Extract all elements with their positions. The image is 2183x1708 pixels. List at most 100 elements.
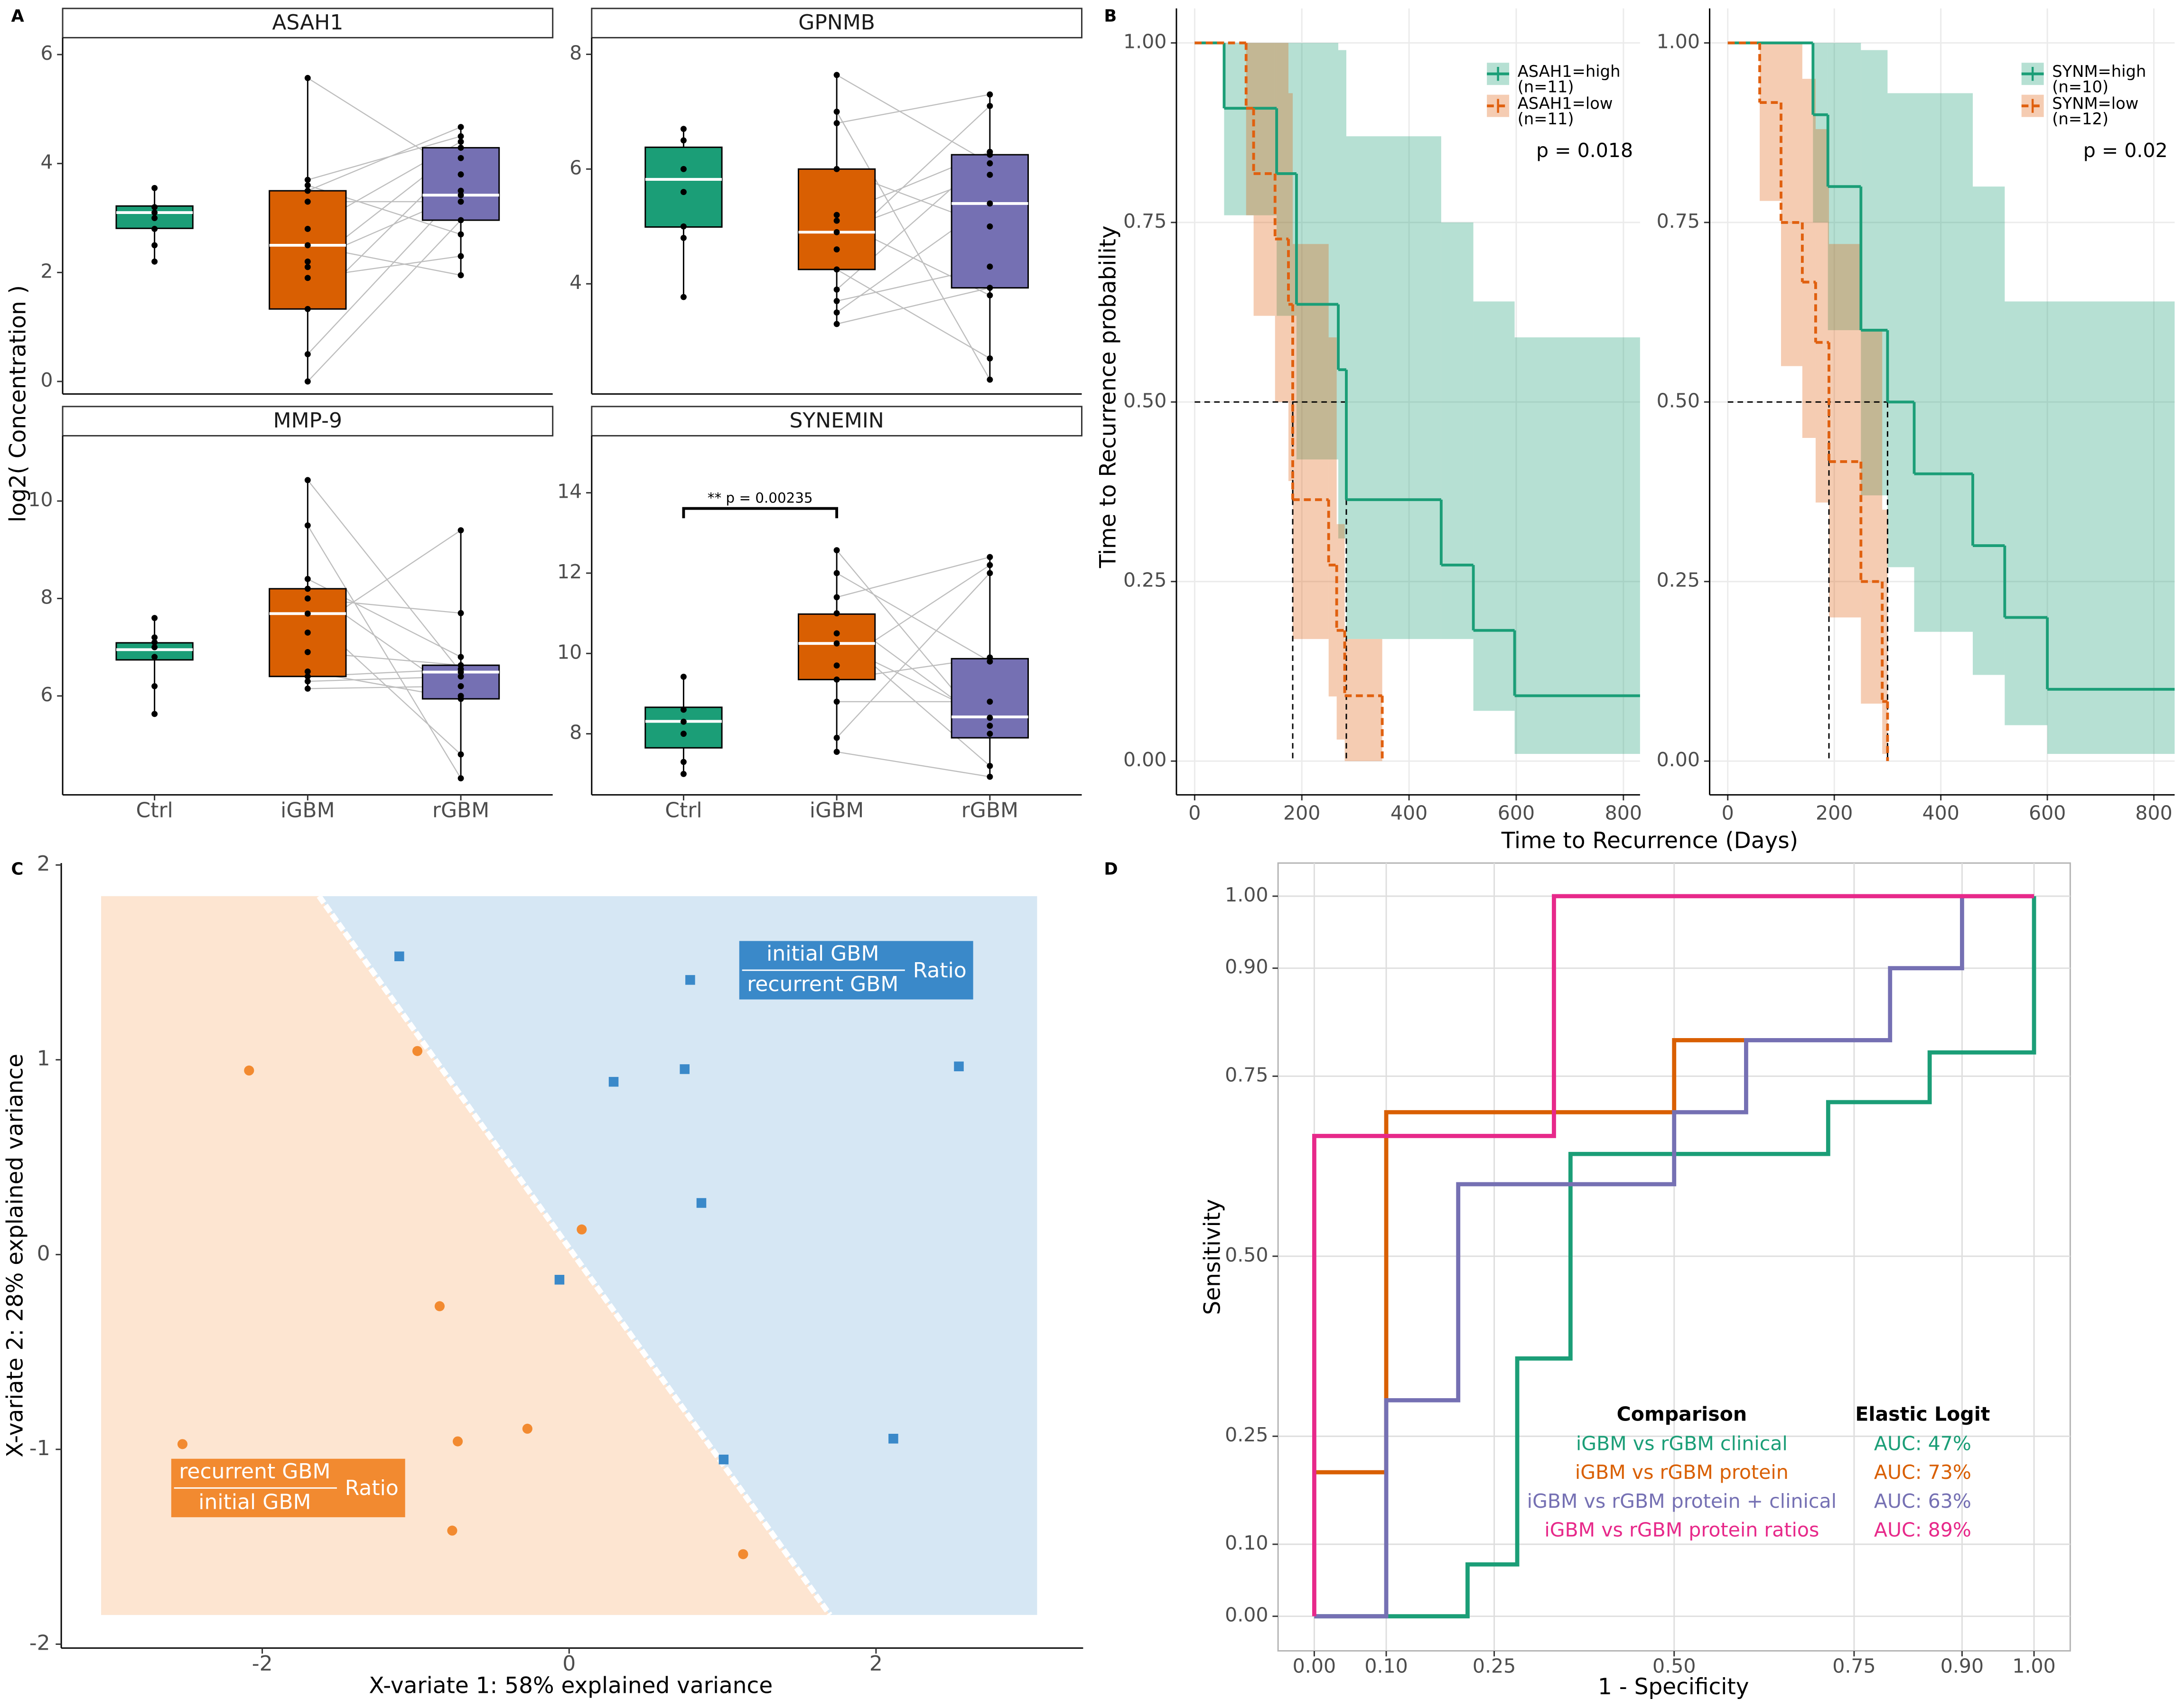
point — [151, 615, 158, 621]
x-tick-label: 2 — [869, 1652, 883, 1676]
point — [987, 762, 993, 769]
decision-boundary — [317, 894, 832, 1617]
point — [833, 734, 840, 741]
pair-line — [307, 480, 461, 673]
point — [577, 1224, 587, 1235]
point — [457, 171, 464, 178]
strip — [62, 8, 554, 38]
ci-band — [1973, 186, 2005, 675]
box — [644, 706, 723, 749]
point — [987, 102, 993, 109]
point — [987, 698, 993, 705]
y-tick-label: -1 — [29, 1436, 50, 1460]
point — [304, 258, 311, 265]
y-tick-label: 0.10 — [1225, 1532, 1268, 1554]
x-tick-label: 0.25 — [1473, 1655, 1516, 1678]
y-axis-title: log2( Concentration ) — [5, 285, 31, 522]
point — [457, 683, 464, 689]
y-tick-label: 0.00 — [1225, 1604, 1268, 1626]
point — [987, 200, 993, 207]
ci-band — [1246, 43, 1254, 215]
point — [457, 253, 464, 260]
legend-auc: AUC: 63% — [1874, 1490, 1971, 1513]
ci-band — [1328, 337, 1337, 696]
point — [457, 231, 464, 238]
point — [151, 644, 158, 650]
x-tick-label: iGBM — [280, 798, 335, 823]
point — [833, 72, 840, 78]
point — [833, 662, 840, 669]
panel-letter: B — [1104, 6, 1117, 26]
point — [680, 126, 687, 132]
ci-band — [1441, 222, 1474, 639]
y-tick-label: 0.50 — [1225, 1244, 1268, 1266]
x-tick-label: 0 — [1722, 801, 1734, 824]
ci-band — [1861, 330, 1883, 704]
strip-title: GPNMB — [798, 10, 875, 35]
point — [522, 1423, 532, 1434]
legend-auc: AUC: 73% — [1874, 1461, 1971, 1484]
point — [680, 770, 687, 777]
y-tick-label: 0.75 — [1657, 210, 1700, 232]
point — [457, 751, 464, 758]
pair-line — [836, 572, 990, 662]
y-tick-label: 4 — [40, 151, 53, 174]
x-tick-label: -2 — [252, 1652, 273, 1676]
point — [680, 673, 687, 680]
point — [244, 1065, 254, 1076]
strip-title: MMP-9 — [273, 408, 342, 433]
point — [452, 1436, 463, 1447]
y-tick-label: 0.90 — [1225, 956, 1268, 978]
sig-bracket — [682, 507, 839, 519]
point — [833, 246, 840, 253]
ratio-denominator: recurrent GBM — [747, 972, 898, 996]
point — [457, 155, 464, 161]
point — [304, 378, 311, 385]
x-tick-label: 800 — [2135, 801, 2172, 824]
y-tick-label: 6 — [569, 156, 582, 179]
point — [833, 108, 840, 115]
point — [987, 91, 993, 98]
point — [151, 209, 158, 216]
point — [304, 585, 311, 592]
point — [304, 649, 311, 655]
point — [304, 629, 311, 636]
y-tick-label: 8 — [569, 41, 582, 64]
y-axis-title: X-variate 2: 28% explained variance — [2, 1054, 28, 1457]
point — [680, 731, 687, 737]
point — [833, 676, 840, 683]
point — [833, 594, 840, 601]
y-tick-label: 0 — [37, 1241, 50, 1265]
point — [457, 666, 464, 672]
point — [457, 124, 464, 130]
ci-band — [1296, 43, 1339, 460]
class-region — [101, 896, 830, 1615]
pair-line — [308, 136, 461, 181]
point — [987, 376, 993, 383]
point — [833, 570, 840, 576]
y-tick-label: 2 — [40, 260, 53, 282]
y-axis-title: Time to Recurrence probability — [1095, 225, 1121, 568]
y-tick-label: -2 — [29, 1631, 50, 1655]
point — [833, 229, 840, 235]
sig-label: ** p = 0.00235 — [708, 490, 813, 506]
point — [457, 139, 464, 145]
point — [833, 298, 840, 304]
roc-curve — [1312, 894, 2034, 1616]
panel-letter: A — [11, 6, 24, 26]
point — [412, 1046, 423, 1056]
point — [304, 226, 311, 232]
ci-band — [2047, 301, 2175, 754]
x-tick-label: 0 — [1188, 801, 1201, 824]
point — [987, 171, 993, 178]
legend-label: SYNM=high — [2052, 62, 2146, 81]
point — [304, 306, 311, 312]
point — [954, 1061, 964, 1071]
x-tick-label: 0.10 — [1364, 1655, 1408, 1678]
point — [833, 286, 840, 293]
ci-band — [1828, 244, 1861, 618]
point — [151, 204, 158, 210]
strip — [62, 406, 554, 436]
ci-band — [1914, 93, 1973, 632]
